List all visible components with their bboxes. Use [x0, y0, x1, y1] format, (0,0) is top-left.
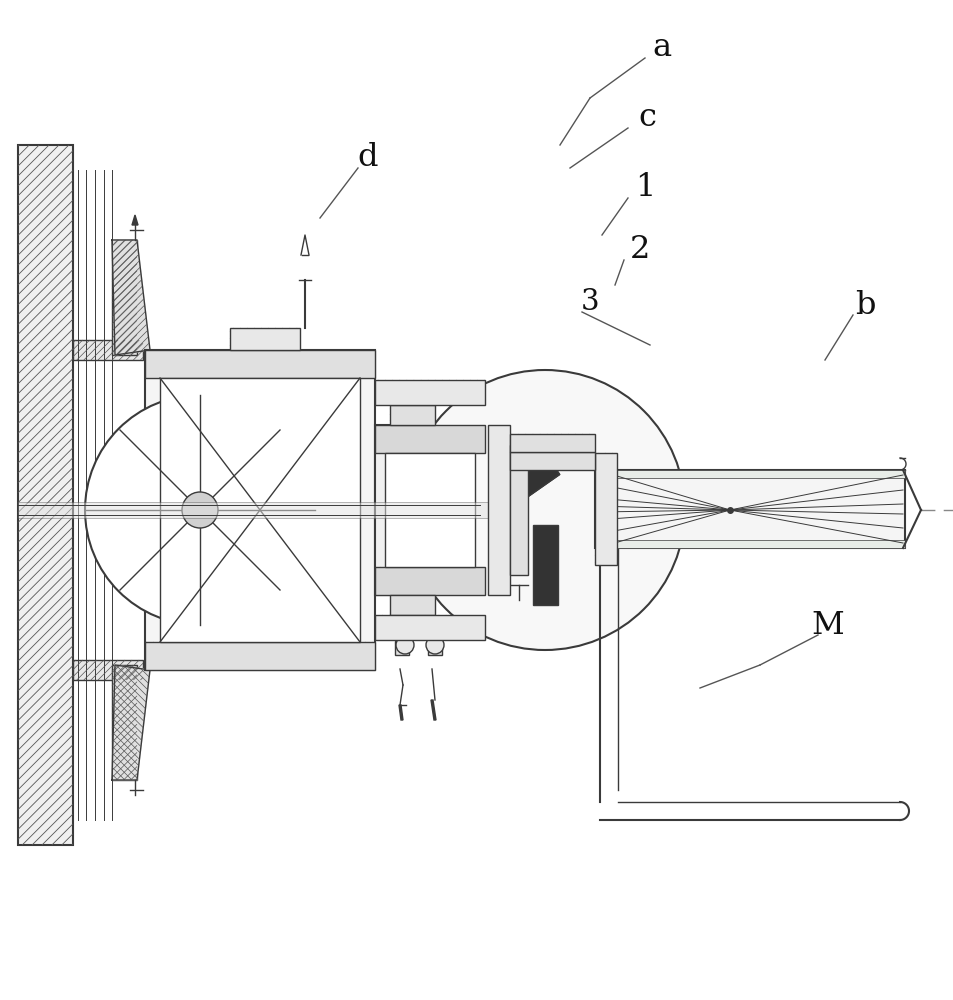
Bar [595, 470, 904, 478]
Bar [595, 470, 904, 548]
Text: c: c [638, 103, 656, 133]
Text: a: a [652, 32, 671, 64]
Text: M: M [811, 609, 843, 641]
Bar [160, 378, 359, 642]
Bar [375, 567, 484, 595]
Bar [73, 340, 143, 360]
Bar [533, 525, 558, 605]
Bar [230, 328, 299, 350]
Circle shape [182, 492, 218, 528]
Text: 1: 1 [634, 172, 655, 204]
Polygon shape [112, 240, 150, 355]
Bar [385, 453, 475, 567]
Bar [428, 641, 441, 655]
Bar [488, 425, 510, 595]
Bar [375, 615, 484, 640]
Polygon shape [132, 215, 138, 225]
Circle shape [395, 636, 414, 654]
Bar [112, 665, 137, 780]
Bar [145, 350, 375, 670]
Polygon shape [398, 705, 402, 720]
Circle shape [405, 370, 684, 650]
Bar [375, 425, 484, 595]
Bar [112, 240, 137, 355]
Bar [510, 445, 527, 575]
Bar [390, 405, 435, 425]
Text: 2: 2 [629, 234, 650, 265]
Bar [395, 641, 409, 655]
Bar [390, 595, 435, 615]
Bar [595, 540, 904, 548]
Circle shape [85, 395, 314, 625]
Text: b: b [854, 290, 874, 320]
Polygon shape [514, 600, 523, 610]
Bar [595, 453, 617, 565]
Bar [510, 452, 595, 470]
Bar [145, 350, 375, 378]
Bar [18, 502, 497, 518]
Bar [375, 425, 484, 453]
Polygon shape [499, 454, 559, 506]
Text: 3: 3 [580, 288, 598, 316]
Polygon shape [112, 665, 150, 780]
Text: d: d [357, 142, 377, 174]
Bar [18, 145, 73, 845]
Polygon shape [431, 700, 436, 720]
Bar [73, 660, 143, 680]
Bar [145, 642, 375, 670]
Circle shape [426, 636, 443, 654]
Bar [375, 380, 484, 405]
Bar [510, 434, 595, 452]
